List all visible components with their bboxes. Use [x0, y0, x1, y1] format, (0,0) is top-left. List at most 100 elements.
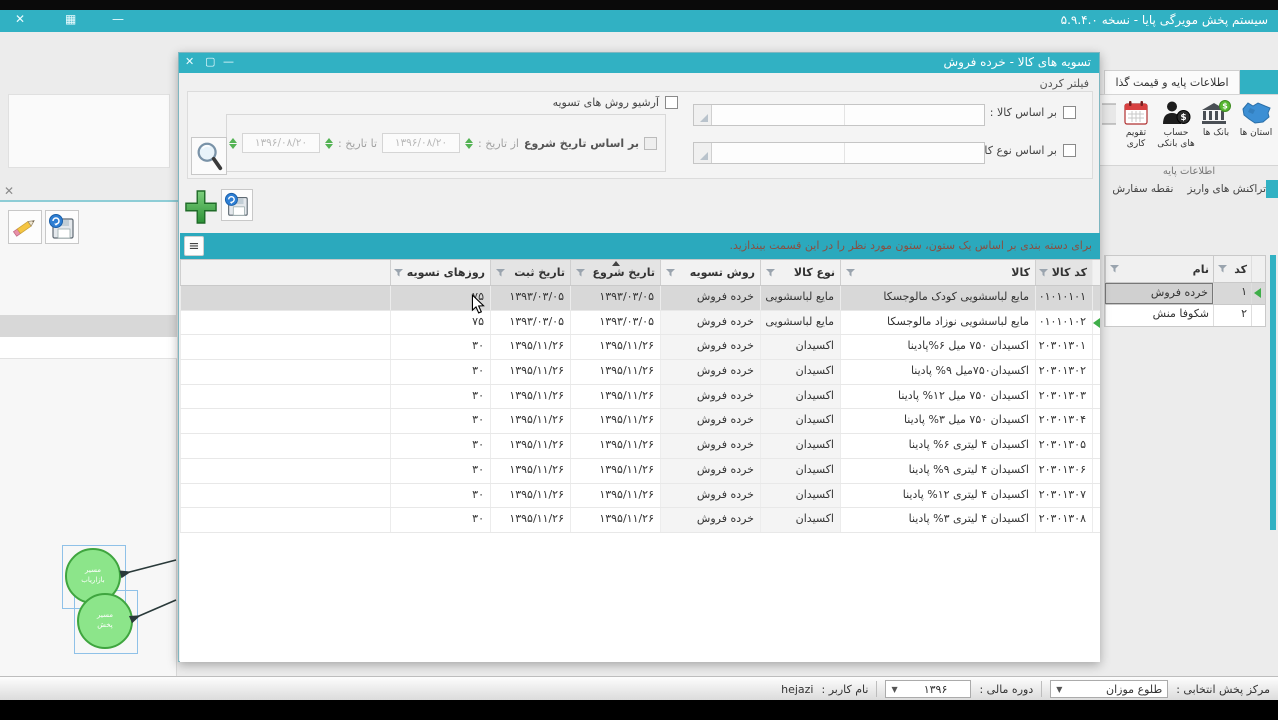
table-row[interactable]: ۲۰۳۰۱۳۰۵ اکسیدان ۴ لیتری ۶% پادینا اکسیدان…	[180, 434, 1100, 459]
filter-icon[interactable]	[1110, 265, 1119, 273]
ribbon-button-calendar[interactable]: تقویم کاری	[1116, 97, 1156, 163]
row-indicator	[1092, 458, 1100, 483]
cell-settlement-method: خرده فروش	[660, 335, 760, 360]
filter-icon[interactable]	[496, 268, 505, 277]
dialog-toolbar	[183, 187, 253, 227]
by-product-checkbox[interactable]	[1063, 106, 1076, 119]
browse-icon[interactable]	[694, 105, 712, 125]
cell-register-date: ۱۳۹۵/۱۱/۲۶	[490, 384, 570, 409]
table-row[interactable]: ۲۰۳۰۱۳۰۴ اکسیدان ۷۵۰ میل ۳% پادینا اکسیدان…	[180, 409, 1100, 435]
date-spinner-icon[interactable]	[465, 137, 473, 149]
group-by-panel[interactable]: ≡ برای دسته بندی بر اساس یک ستون، ستون م…	[180, 233, 1100, 259]
table-row[interactable]: ۲۰۳۰۱۳۰۷ اکسیدان ۴ لیتری ۱۲% پادینا اکسیدا…	[180, 483, 1100, 509]
dialog-close-icon[interactable]: ✕	[185, 55, 195, 68]
column-header[interactable]: تاریخ ثبت	[490, 260, 570, 285]
fiscal-period-combo[interactable]: ۱۳۹۶ ▼	[885, 680, 972, 698]
minimize-icon[interactable]: —	[112, 12, 124, 26]
ribbon-tab-filler	[1240, 70, 1278, 94]
search-button[interactable]	[191, 137, 227, 175]
filter-icon[interactable]	[576, 268, 585, 277]
product-type-filter-input[interactable]	[693, 142, 985, 164]
dialog-minimize-icon[interactable]: —	[223, 55, 234, 68]
table-row[interactable]: ۲ شکوفا منش	[1104, 305, 1266, 327]
cell-settlement-days: ۳۰	[390, 384, 490, 409]
column-label: تاریخ ثبت	[514, 266, 565, 279]
combo-value: طلوع موزان	[1106, 682, 1163, 696]
date-spinner-icon[interactable]	[229, 137, 237, 149]
column-header[interactable]: روزهای تسویه	[390, 260, 490, 285]
archive-methods-label: آرشیو روش های تسویه	[552, 96, 659, 109]
filter-icon[interactable]	[666, 268, 675, 277]
cell-product-name: اکسیدان ۴ لیتری ۳% پادینا	[840, 508, 1035, 532]
save-icon	[49, 214, 74, 239]
menu-icon[interactable]: ≡	[184, 236, 204, 256]
name-column-header[interactable]: نام	[1105, 256, 1213, 282]
date-spinner-icon[interactable]	[325, 137, 333, 149]
filter-icon[interactable]	[393, 268, 403, 277]
close-icon[interactable]: ✕	[15, 12, 26, 26]
table-row[interactable]: ۰۱۰۱۰۱۰۱ مایع لباسشویی کودک مالوجسکا مایع …	[180, 286, 1100, 311]
table-row[interactable]: ۲۰۳۰۱۳۰۸ اکسیدان ۴ لیتری ۳% پادینا اکسیدان…	[180, 508, 1100, 533]
separator	[1041, 681, 1043, 697]
product-filter-input[interactable]	[693, 104, 985, 126]
table-row[interactable]: ۲۰۳۰۱۳۰۳ اکسیدان ۷۵۰ میل ۱۲% پادینا اکسیدا…	[180, 384, 1100, 410]
column-header[interactable]: روش تسویه	[660, 260, 760, 285]
column-label: تاریخ شروع	[592, 266, 656, 279]
table-row[interactable]: ۲۰۳۰۱۳۰۱ اکسیدان ۷۵۰ میل ۶%پادینا اکسیدان خ…	[180, 335, 1100, 361]
divider	[0, 200, 178, 202]
edit-button[interactable]	[8, 210, 42, 244]
settlements-dialog: ✕ ▢ — تسویه های کالا - خرده فروش فیلتر ک…	[178, 52, 1100, 662]
cell-product-name: اکسیدان ۴ لیتری ۶% پادینا	[840, 434, 1035, 458]
from-date-field[interactable]: ۱۳۹۶/۰۸/۲۰	[382, 133, 460, 153]
column-header[interactable]: کالا	[840, 260, 1035, 285]
table-row[interactable]: ۰۱۰۱۰۱۰۲ مایع لباسشویی نوزاد مالوجسکا مایع…	[180, 310, 1100, 336]
to-date-field[interactable]: ۱۳۹۶/۰۸/۲۰	[242, 133, 320, 153]
save-button[interactable]	[221, 189, 253, 221]
browse-icon[interactable]	[694, 143, 712, 163]
cell-register-date: ۱۳۹۵/۱۱/۲۶	[490, 434, 570, 458]
add-button[interactable]	[183, 187, 219, 227]
clipped-icon	[1102, 103, 1116, 125]
ribbon-button-iran-map[interactable]: استان ها	[1236, 97, 1276, 163]
row-indicator	[1092, 286, 1100, 310]
archive-methods-checkbox[interactable]	[665, 96, 678, 109]
cell-settlement-days: ۷۵	[390, 286, 490, 310]
cell-settlement-method: خرده فروش	[660, 434, 760, 458]
panel-close-icon[interactable]: ✕	[4, 184, 15, 198]
column-header[interactable]: نوع کالا	[760, 260, 840, 285]
save-button[interactable]	[45, 210, 79, 244]
ribbon-button-clipped[interactable]	[1102, 97, 1116, 163]
cell-settlement-days: ۳۰	[390, 360, 490, 384]
cell-product-name: مایع لباسشویی نوزاد مالوجسکا	[840, 310, 1035, 335]
empty-column-header[interactable]	[180, 260, 390, 285]
by-start-date-checkbox[interactable]	[644, 136, 657, 150]
code-column-header[interactable]: کد	[1213, 256, 1251, 282]
filter-icon[interactable]	[766, 268, 775, 277]
cell-product-type: اکسیدان	[760, 384, 840, 409]
restore-icon[interactable]: ▦	[65, 12, 77, 26]
background-row-selected	[0, 315, 177, 337]
column-header[interactable]: کد کالا	[1035, 260, 1092, 285]
by-product-type-checkbox[interactable]	[1063, 144, 1076, 157]
tab-order-point[interactable]: نقطه سفارش	[1112, 183, 1174, 195]
distribution-center-combo[interactable]: طلوع موزان ▼	[1050, 680, 1169, 698]
row-indicator	[1092, 310, 1100, 335]
dialog-maximize-icon[interactable]: ▢	[205, 55, 216, 68]
filter-icon[interactable]	[1038, 268, 1048, 277]
focused-row-marker-icon	[1254, 288, 1261, 298]
ribbon-button-bank-account[interactable]: $ حساب های بانکی	[1156, 97, 1196, 163]
table-row[interactable]: ۲۰۳۰۱۳۰۶ اکسیدان ۴ لیتری ۹% پادینا اکسیدان…	[180, 458, 1100, 484]
table-row[interactable]: ۲۰۳۰۱۳۰۲ اکسیدان۷۵۰میل ۹% پادینا اکسیدان خر…	[180, 360, 1100, 385]
cell-empty	[180, 310, 390, 335]
cell-settlement-days: ۳۰	[390, 335, 490, 360]
column-header[interactable]: تاریخ شروع	[570, 260, 660, 285]
ribbon-button-bank[interactable]: $ بانک ها	[1196, 97, 1236, 163]
column-label: روش تسویه	[689, 266, 755, 279]
ribbon-tab[interactable]: اطلاعات پایه و قیمت گذا	[1104, 70, 1240, 94]
filter-icon[interactable]	[1218, 265, 1227, 273]
filter-icon[interactable]	[846, 268, 855, 277]
chevron-down-icon: ▼	[891, 684, 898, 694]
table-row[interactable]: ۱ خرده فروش	[1104, 283, 1266, 305]
route-node[interactable]: مسیر پخش	[77, 593, 133, 649]
tab-deposit-transactions[interactable]: تراکنش های واریز	[1187, 183, 1266, 195]
